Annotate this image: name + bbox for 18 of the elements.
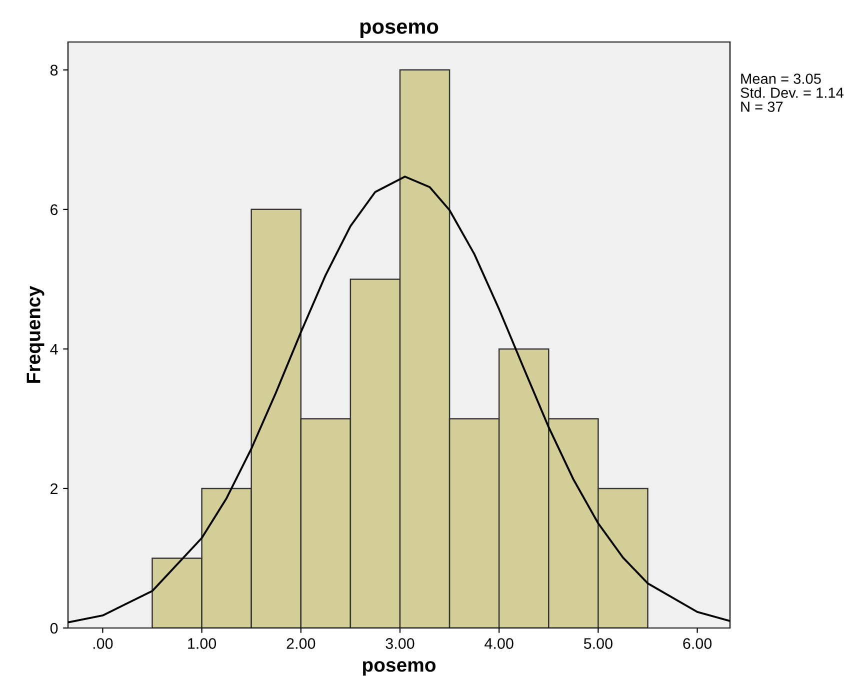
x-tick-label: 4.00: [484, 638, 514, 649]
y-tick-label: 0: [50, 622, 58, 634]
x-tick-label: 3.00: [386, 638, 414, 649]
text: Std. Dev. = 1.14: [740, 87, 844, 98]
text: N = 37: [741, 102, 783, 112]
x-axis-title: posemo: [363, 661, 436, 676]
x-tick-label: 2.00: [286, 638, 316, 649]
chart-title: posemo: [360, 22, 438, 38]
x-tick-label: .00: [93, 638, 113, 649]
x-tick-label: 5.00: [584, 638, 612, 649]
y-axis-title: Frequency: [26, 286, 44, 383]
y-tick-label: 2: [50, 483, 58, 494]
y-tick-label: 8: [50, 64, 58, 76]
y-tick-label: 4: [50, 344, 58, 354]
x-tick-label: 6.00: [683, 638, 712, 649]
y-tick-label: 6: [50, 204, 58, 216]
x-tick-label: 1.00: [188, 638, 216, 649]
text: Mean = 3.05: [741, 74, 821, 84]
